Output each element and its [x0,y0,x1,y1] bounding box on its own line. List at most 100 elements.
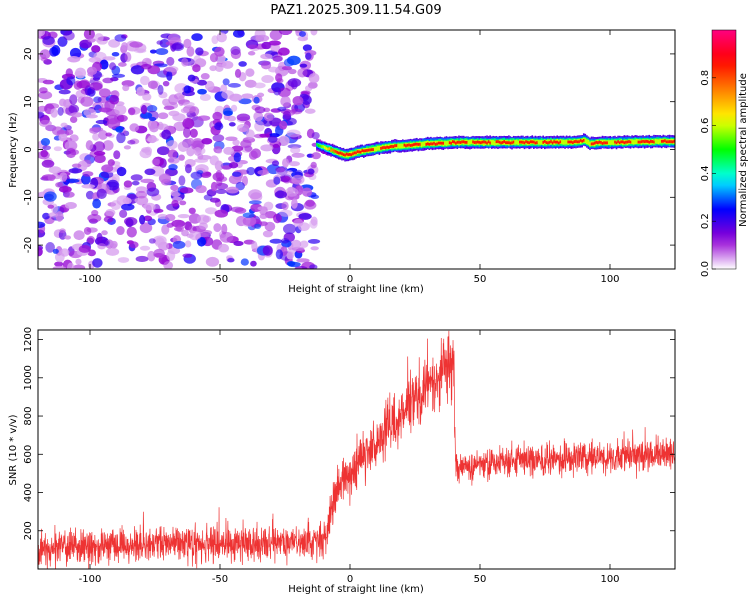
noise-cell [39,119,52,128]
spectrogram-x-tick-label: -50 [212,274,228,285]
ridge-cell [579,139,582,142]
noise-cell [269,30,283,41]
ridge-cell [667,140,669,144]
ridge-cell [373,147,376,151]
noise-cell [190,140,205,151]
ridge-cell [490,141,493,145]
noise-cell [288,68,297,75]
noise-cell [281,158,290,168]
spectrogram-y-tick-label: -10 [23,189,34,205]
ridge-cell [500,141,502,145]
noise-cell [115,126,124,133]
ridge-cell [632,139,635,143]
noise-cell [280,95,291,107]
noise-cell [85,140,94,151]
noise-cell [58,133,68,142]
noise-cell [298,212,312,220]
colorbar-tick-label: 0.4 [700,165,711,181]
noise-cell [161,129,172,140]
noise-cell [165,66,179,73]
noise-cell [122,197,132,205]
ridge-cell [550,140,552,144]
ridge-cell [665,140,668,144]
noise-cell [228,162,239,169]
noise-cell [111,51,120,57]
noise-cell [39,49,51,60]
noise-cell [87,214,102,223]
noise-cell [64,140,78,151]
noise-cell [86,66,98,76]
noise-cell [184,164,192,174]
noise-cell [191,33,203,42]
noise-cell [246,166,256,176]
noise-cell [121,203,135,211]
noise-cell [98,88,111,98]
ridge-cell [497,140,499,144]
noise-cell [273,213,282,224]
noise-cell [167,149,178,159]
ridge-cell [495,140,498,144]
noise-cell [114,104,127,116]
ridge-cell [431,142,434,146]
spectrogram-y-ticks: -20 -10 0 10 20 [23,48,675,253]
noise-cell [248,200,262,205]
noise-cell [268,40,281,46]
noise-cell [179,200,187,206]
ridge-cell [562,140,565,144]
chart-title: PAZ1.2025.309.11.54.G09 [270,3,441,18]
ridge-cell [480,141,482,145]
noise-cell [236,123,250,133]
ridge-cell [634,140,637,144]
noise-cell [42,145,51,151]
noise-cell [233,240,244,247]
noise-cell [236,113,251,122]
noise-cell [118,62,127,67]
noise-cell [299,63,308,68]
ridge-cell [520,140,523,144]
noise-cell [101,230,108,236]
ridge-cell [659,139,661,143]
ridge-cell [456,140,459,144]
noise-cell [73,230,85,241]
noise-cell [291,198,298,209]
ridge-cell [590,142,593,146]
ridge-cell [648,140,651,144]
spectrogram-y-label: Frequency (Hz) [8,112,19,188]
ridge-cell [526,140,529,144]
ridge-cell [582,138,585,142]
ridge-cell [386,145,388,149]
noise-cell [300,90,311,95]
noise-cell [110,200,122,211]
noise-cell [130,65,145,75]
noise-cell [188,230,201,241]
noise-cell [89,82,103,91]
ridge-cell [542,140,544,144]
noise-cell [38,87,48,94]
noise-cell [103,216,114,223]
noise-cell [66,262,75,269]
noise-cell [267,66,279,73]
ridge-cell [439,141,442,145]
noise-cell [146,105,158,113]
ridge-cell [603,141,605,145]
noise-cell [242,216,257,227]
ridge-cell [575,140,577,143]
ridge-cell [543,139,546,143]
noise-cell [279,175,291,183]
noise-cell [195,185,207,194]
ridge-cell [425,142,427,146]
ridge-cell [467,141,470,145]
noise-cell [177,141,189,152]
noise-cell [282,223,297,235]
ridge-cell [352,152,354,156]
noise-cell [230,46,241,56]
noise-cell [105,132,113,137]
ridge-cell [570,140,573,144]
ridge-cell [403,143,406,147]
noise-cell [96,188,107,199]
noise-cell [158,173,172,184]
ridge-cell [331,148,334,152]
noise-cell [149,124,159,133]
noise-cell [214,122,224,131]
ridge-cell [356,150,359,154]
